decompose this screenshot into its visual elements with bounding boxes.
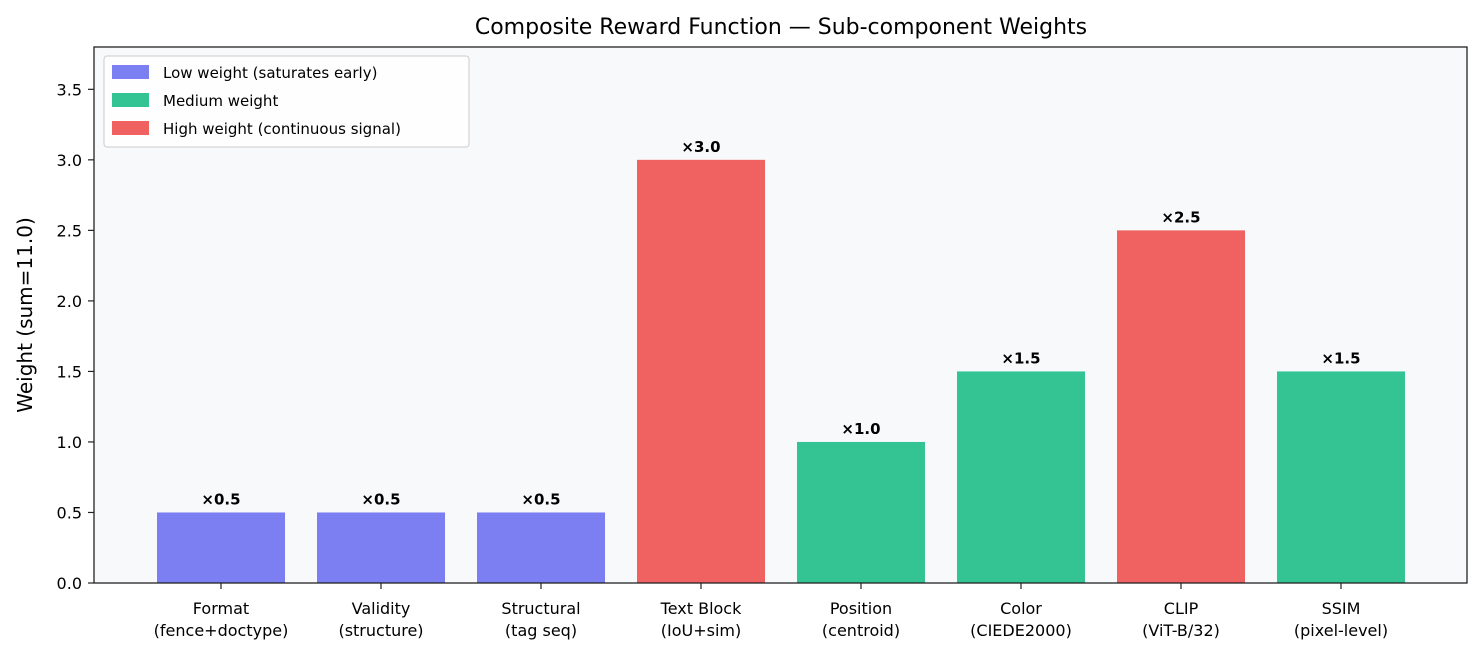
y-tick-label: 1.0: [57, 433, 82, 452]
x-tick-label: (IoU+sim): [661, 621, 741, 640]
plot-frame: [93, 46, 1468, 584]
bar: [477, 512, 605, 583]
legend-label-high: High weight (continuous signal): [163, 120, 401, 138]
y-tick-label: 2.5: [57, 221, 82, 240]
bar-value-label: ×0.5: [361, 490, 400, 508]
y-tick-label: 3.5: [57, 80, 82, 99]
legend-swatch-high: [112, 121, 149, 135]
bar-value-label: ×3.0: [681, 138, 720, 156]
bar: [1277, 371, 1405, 583]
x-tick-label: Position: [830, 599, 892, 618]
bar-value-label: ×0.5: [201, 490, 240, 508]
bar: [797, 441, 925, 583]
bar-value-label: ×1.0: [841, 420, 880, 438]
x-tick-label: Format: [193, 599, 249, 618]
chart-title: Composite Reward Function — Sub-componen…: [475, 15, 1087, 40]
bar: [957, 371, 1085, 583]
legend-swatch-low: [112, 65, 149, 79]
x-tick-label: (ViT-B/32): [1142, 621, 1220, 640]
x-tick-label: (fence+doctype): [154, 621, 289, 640]
bar-value-label: ×1.5: [1001, 349, 1040, 367]
legend-swatch-medium: [112, 93, 149, 107]
x-tick-label: SSIM: [1322, 599, 1361, 618]
x-tick-label: CLIP: [1164, 599, 1199, 618]
y-tick-label: 2.0: [57, 292, 82, 311]
x-tick-label: (centroid): [822, 621, 900, 640]
y-axis: 0.0 0.5 1.0 1.5 2.0 2.5 3.0 3.5: [57, 80, 94, 593]
bar: [157, 512, 285, 583]
x-tick-label: Structural: [501, 599, 580, 618]
x-axis: Format (fence+doctype) Validity (structure)…: [154, 583, 1388, 640]
legend-label-medium: Medium weight: [163, 92, 278, 110]
bars-group: [157, 159, 1405, 584]
x-tick-label: Color: [1000, 599, 1042, 618]
legend-label-low: Low weight (saturates early): [163, 64, 377, 82]
legend-box: [103, 55, 470, 148]
bar-value-label: ×1.5: [1321, 349, 1360, 367]
value-labels-group: ×0.5 ×0.5 ×0.5 ×3.0 ×1.0 ×1.5 ×2.5 ×1.5: [201, 138, 1360, 509]
x-tick-label: (pixel-level): [1294, 621, 1388, 640]
bar: [637, 159, 765, 583]
x-tick-label: Validity: [352, 599, 411, 618]
bar: [1117, 230, 1245, 584]
x-tick-label: (tag seq): [505, 621, 577, 640]
y-tick-label: 3.0: [57, 151, 82, 170]
x-tick-label: Text Block: [660, 599, 742, 618]
y-tick-label: 1.5: [57, 362, 82, 381]
legend: Low weight (saturates early) Medium weigh…: [103, 55, 470, 148]
y-axis-label: Weight (sum=11.0): [13, 217, 37, 413]
y-tick-label: 0.0: [57, 574, 82, 593]
bar-value-label: ×0.5: [521, 490, 560, 508]
bar: [317, 512, 445, 583]
x-tick-label: (structure): [338, 621, 423, 640]
bar-value-label: ×2.5: [1161, 208, 1200, 226]
x-tick-label: (CIEDE2000): [970, 621, 1072, 640]
y-tick-label: 0.5: [57, 503, 82, 522]
